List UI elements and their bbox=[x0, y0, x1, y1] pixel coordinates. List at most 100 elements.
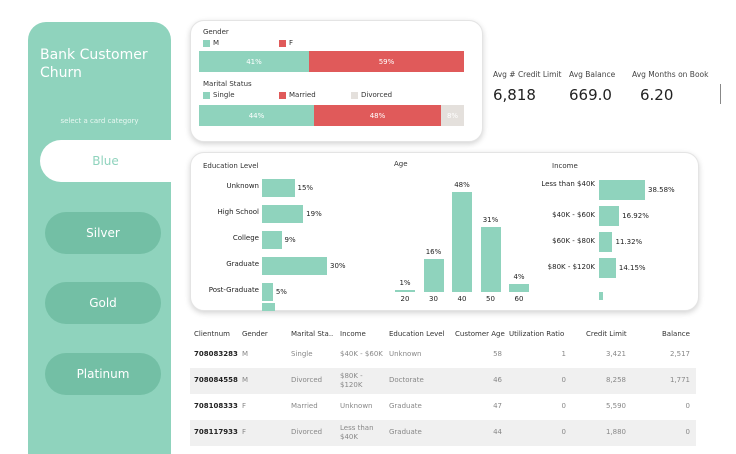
age-tick-label: 30 bbox=[429, 295, 438, 303]
income-bar[interactable] bbox=[599, 292, 604, 300]
app-title: Bank Customer Churn bbox=[40, 47, 148, 81]
table-cell: 58 bbox=[493, 350, 502, 358]
education-value-label: 15% bbox=[297, 184, 314, 192]
table-cell: 1,880 bbox=[605, 428, 626, 436]
age-bar[interactable] bbox=[395, 289, 415, 292]
table-cell: 5,590 bbox=[605, 402, 626, 410]
age-bar[interactable] bbox=[509, 283, 529, 292]
income-bar[interactable] bbox=[599, 206, 620, 226]
legend-label-divorced: Divorced bbox=[361, 91, 393, 99]
gender-m-segment[interactable]: 41% bbox=[199, 51, 309, 72]
age-chart-title: Age bbox=[394, 160, 408, 168]
legend-swatch-m bbox=[203, 40, 210, 47]
age-bar[interactable] bbox=[452, 192, 472, 292]
col-header-age[interactable]: Customer Age bbox=[455, 330, 505, 338]
income-bar[interactable] bbox=[599, 258, 616, 278]
education-bar[interactable] bbox=[262, 205, 304, 223]
income-category-label: $40K - $60K bbox=[552, 211, 595, 219]
table-cell: Doctorate bbox=[389, 376, 424, 384]
table-cell: 708083283 bbox=[194, 350, 238, 358]
table-cell: $80K - $120K bbox=[340, 372, 363, 389]
table-cell: Graduate bbox=[389, 428, 422, 436]
age-value-label: 48% bbox=[454, 181, 470, 189]
table-cell: 3,421 bbox=[605, 350, 626, 358]
kpi-months-value: 6.20 bbox=[640, 86, 674, 104]
charts-panel: Education Level Age Income Unknown 15% Hig… bbox=[190, 152, 699, 311]
age-tick-label: 40 bbox=[457, 295, 467, 303]
col-header-balance[interactable]: Balance bbox=[662, 330, 690, 338]
table-row[interactable]: 708084558 M Divorced $80K - $120K Doctorate 4… bbox=[190, 368, 696, 394]
card-silver-button[interactable]: Silver bbox=[45, 212, 161, 254]
sidebar: Bank Customer Churn select a card catego… bbox=[28, 22, 171, 454]
age-value-label: 16% bbox=[425, 247, 442, 256]
table-cell: 8,258 bbox=[605, 376, 626, 384]
table-row[interactable]: 708117933 F Divorced Less than $40K Graduate… bbox=[190, 420, 696, 446]
education-bar[interactable] bbox=[262, 303, 275, 311]
gender-title: Gender bbox=[203, 28, 229, 36]
table-cell: F bbox=[242, 428, 247, 436]
legend-swatch-f bbox=[279, 40, 286, 47]
col-header-education[interactable]: Education Level bbox=[389, 330, 445, 338]
table-row[interactable]: 708121908MMarried$80K -Unknown48032,9120 bbox=[190, 446, 696, 454]
card-gold-button[interactable]: Gold bbox=[45, 282, 161, 324]
age-bar[interactable] bbox=[480, 227, 501, 292]
gender-f-segment[interactable]: 59% bbox=[309, 51, 464, 72]
col-header-clientnum[interactable]: Clientnum bbox=[194, 330, 230, 338]
education-category-label: College bbox=[232, 234, 259, 242]
card-category-prompt: select a card category bbox=[60, 117, 139, 125]
demographics-panel: Gender M F 41% 59% Marital Status Single… bbox=[190, 20, 483, 142]
education-bar[interactable] bbox=[262, 231, 282, 249]
kpi-credit-limit-label: Avg # Credit Limit bbox=[493, 70, 562, 79]
table-cell: 44 bbox=[493, 428, 502, 436]
marital-married-segment[interactable]: 48% bbox=[314, 105, 441, 126]
table-cell: Divorced bbox=[291, 428, 323, 436]
table-row[interactable]: 708083283 M Single $40K - $60K Unknown 58 1 3,4… bbox=[190, 342, 696, 368]
age-bar[interactable] bbox=[423, 258, 444, 292]
income-value-label: 11.32% bbox=[615, 238, 643, 246]
kpi-divider bbox=[720, 84, 721, 104]
card-platinum-button[interactable]: Platinum bbox=[45, 353, 161, 395]
marital-single-segment[interactable]: 44% bbox=[199, 105, 314, 126]
col-header-income[interactable]: Income bbox=[340, 330, 366, 338]
marital-title: Marital Status bbox=[203, 80, 252, 88]
table-cell: Unknown bbox=[340, 402, 373, 410]
legend-swatch-divorced bbox=[351, 92, 358, 99]
kpi-months-label: Avg Months on Book bbox=[632, 70, 709, 79]
col-header-credit-limit[interactable]: Credit Limit bbox=[586, 330, 627, 338]
table-cell: Less than $40K bbox=[340, 424, 374, 441]
table-cell: Single bbox=[291, 350, 313, 358]
table-cell: M bbox=[242, 376, 249, 384]
legend-swatch-married bbox=[279, 92, 286, 99]
kpi-credit-limit-value: 6,818 bbox=[493, 86, 536, 104]
table-cell: 0 bbox=[685, 428, 690, 436]
income-category-label: $80K - $120K bbox=[547, 263, 595, 271]
education-value-label: 9% bbox=[284, 236, 296, 244]
education-category-label: Graduate bbox=[226, 260, 259, 268]
col-header-utilization[interactable]: Utilization Ratio bbox=[509, 330, 565, 338]
education-category-label: Unknown bbox=[226, 182, 260, 190]
age-tick-label: 60 bbox=[514, 295, 524, 303]
table-cell: M bbox=[242, 350, 249, 358]
table-cell: 708108333 bbox=[194, 402, 238, 410]
legend-label-married: Married bbox=[289, 91, 316, 99]
marital-divorced-segment[interactable]: 8% bbox=[441, 105, 464, 126]
table-cell: 2,517 bbox=[669, 350, 690, 358]
col-header-marital[interactable]: Marital Sta.. bbox=[291, 330, 334, 338]
income-bar[interactable] bbox=[599, 232, 613, 252]
education-value-label: 5% bbox=[275, 288, 287, 296]
age-value-label: 1% bbox=[399, 278, 411, 287]
table-cell: 708084558 bbox=[194, 376, 238, 384]
legend-swatch-single bbox=[203, 92, 210, 99]
card-blue-button[interactable]: Blue bbox=[40, 140, 171, 182]
education-bar[interactable] bbox=[262, 283, 273, 301]
col-header-gender[interactable]: Gender bbox=[242, 330, 268, 338]
education-bar[interactable] bbox=[262, 257, 327, 275]
income-value-label: 14.15% bbox=[618, 264, 646, 272]
table-cell: Unknown bbox=[389, 350, 422, 358]
table-row[interactable]: 708108333 F Married Unknown Graduate 47 0 5,590… bbox=[190, 394, 696, 420]
income-bar[interactable] bbox=[599, 180, 645, 200]
kpi-balance-label: Avg Balance bbox=[569, 70, 616, 79]
table-cell: Graduate bbox=[389, 402, 422, 410]
education-bar[interactable] bbox=[262, 179, 295, 197]
table-cell: $40K - $60K bbox=[340, 350, 383, 358]
